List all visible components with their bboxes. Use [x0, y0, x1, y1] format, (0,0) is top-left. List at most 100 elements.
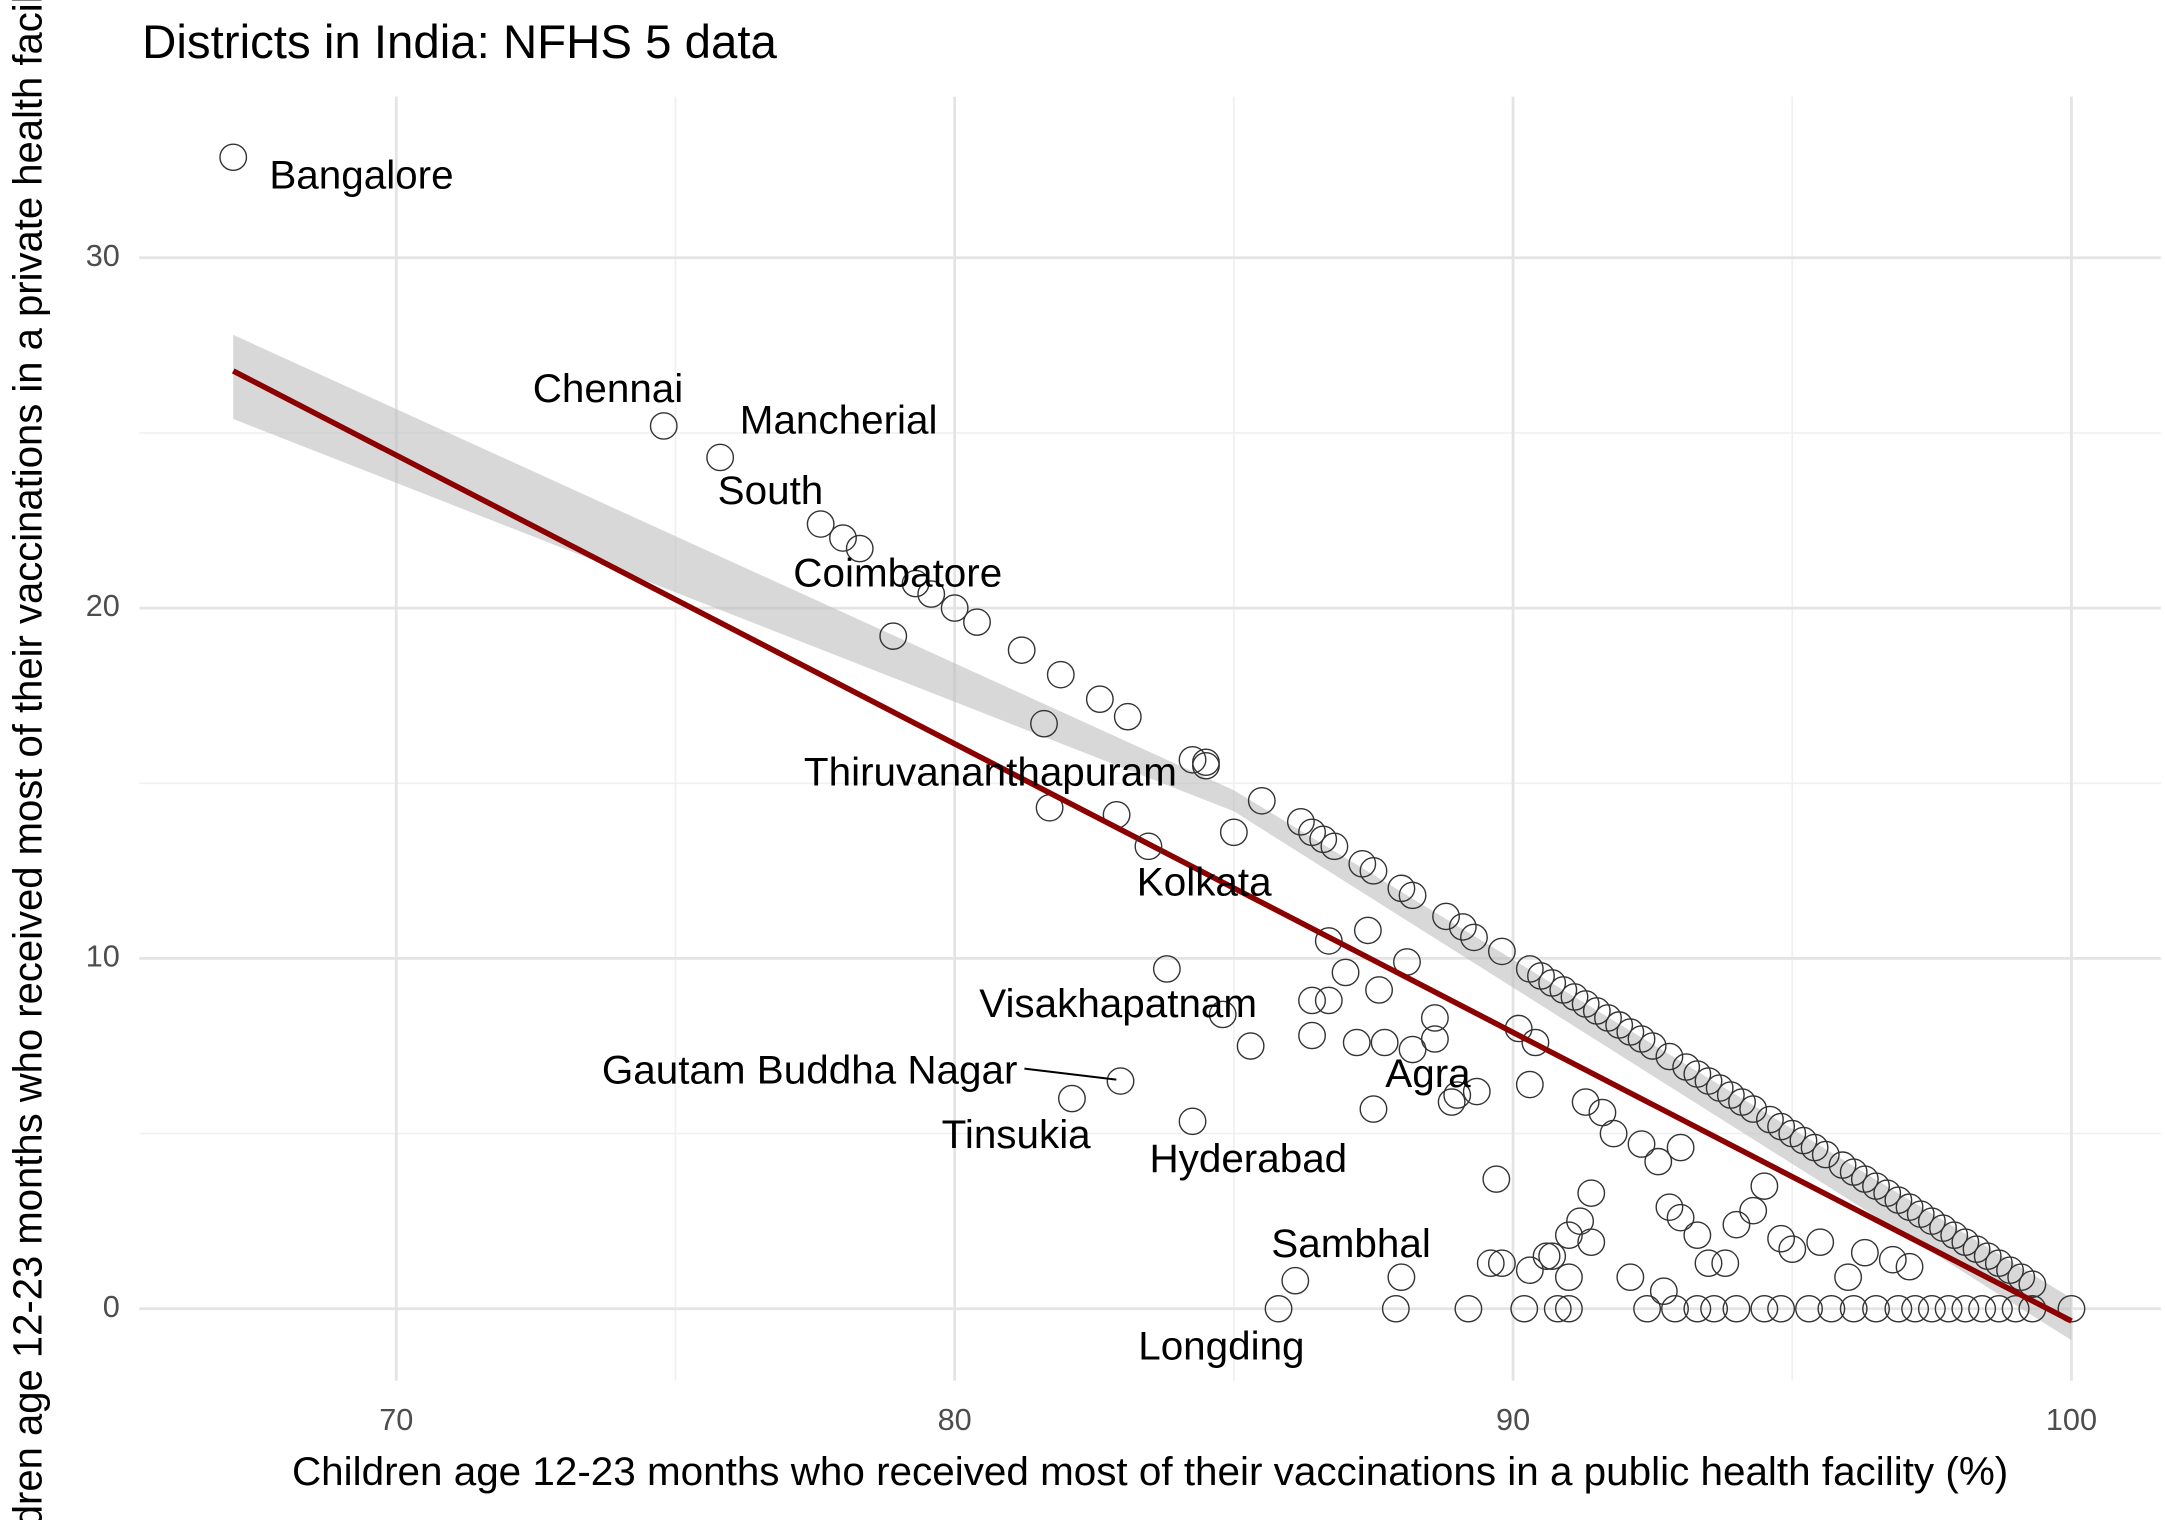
point [1554, 1221, 1583, 1249]
point [1538, 1242, 1567, 1271]
point [1711, 1249, 1740, 1278]
point [1571, 1088, 1600, 1116]
point [1750, 1294, 1779, 1323]
point [1219, 818, 1248, 847]
point [1314, 986, 1343, 1015]
point [1487, 1249, 1516, 1278]
chart-title: Districts in India: NFHS 5 data [142, 15, 777, 68]
point [1007, 636, 1036, 664]
point-label: Mancherial [740, 398, 938, 443]
y-tick-label: 30 [86, 239, 120, 273]
point-label: Visakhapatnam [979, 981, 1257, 1026]
point [1577, 1228, 1606, 1256]
point [1398, 1035, 1427, 1064]
labeled-point [1178, 1107, 1207, 1136]
point [1331, 958, 1360, 987]
point [1767, 1224, 1796, 1253]
point [1342, 1028, 1371, 1057]
plot-area: Bangalore Chennai Mancherial South Coimbator… [219, 143, 2086, 1369]
labeled-point [806, 510, 835, 538]
x-tick-label: 80 [938, 1403, 972, 1437]
point [1934, 1294, 1963, 1323]
point [1030, 709, 1058, 738]
point [1683, 1294, 1712, 1323]
labeled-point [1106, 1067, 1135, 1095]
point-label: Sambhal [1271, 1221, 1431, 1266]
point [1767, 1294, 1796, 1323]
point [1806, 1228, 1835, 1256]
confidence-band [233, 334, 2072, 1341]
point [879, 622, 908, 650]
point [1795, 1294, 1823, 1323]
point [1778, 1235, 1807, 1263]
point [1359, 1095, 1388, 1123]
point-label: Longding [1138, 1324, 1304, 1369]
x-tick-label: 100 [2046, 1403, 2097, 1437]
point [1951, 1294, 1980, 1323]
point [1655, 1042, 1684, 1071]
point [1398, 881, 1427, 910]
point [1370, 1028, 1399, 1057]
labeled-point [706, 443, 735, 472]
point [1649, 1277, 1678, 1306]
point [2057, 1294, 2086, 1323]
labeled-point [1264, 1294, 1293, 1323]
point [1722, 1294, 1751, 1323]
point [1532, 1242, 1561, 1271]
labeled-point [1134, 832, 1163, 861]
point [2001, 1294, 2030, 1323]
point-label: Hyderabad [1149, 1136, 1347, 1181]
point [829, 524, 857, 552]
point [1661, 1294, 1689, 1323]
point [1817, 1294, 1846, 1323]
point [1420, 1025, 1449, 1053]
x-tick-label: 70 [379, 1403, 413, 1437]
point [1878, 1245, 1907, 1274]
point-label: Chennai [533, 366, 684, 411]
point [1633, 1294, 1662, 1323]
point [1739, 1095, 1768, 1123]
point [1543, 1294, 1572, 1323]
point [1638, 1032, 1667, 1060]
point [845, 534, 874, 563]
point [1655, 1193, 1684, 1221]
labeled-point [1208, 1000, 1237, 1029]
point [1432, 902, 1461, 931]
point [1247, 786, 1276, 815]
point [963, 608, 991, 636]
point [1700, 1294, 1729, 1323]
point [1739, 1196, 1768, 1225]
point [1850, 1238, 1879, 1267]
point [940, 594, 969, 622]
point [1968, 1294, 1997, 1323]
point [1381, 1294, 1410, 1323]
point [1515, 1256, 1544, 1285]
labeled-point [219, 143, 248, 172]
point [1286, 807, 1315, 836]
point [1460, 923, 1488, 952]
point [1566, 1207, 1595, 1235]
labeled-point [1281, 1266, 1310, 1295]
point [1487, 937, 1516, 966]
y-axis-title: Children age 12-23 months who received m… [5, 0, 50, 1520]
point [1085, 685, 1114, 713]
point [1683, 1221, 1712, 1249]
x-tick-label: 90 [1496, 1403, 1530, 1437]
point [1298, 986, 1326, 1015]
point [1984, 1294, 2013, 1323]
y-tick-label: 0 [103, 1290, 120, 1324]
point [1359, 857, 1388, 885]
point-label: Tinsukia [942, 1112, 1092, 1157]
labeled-point [1462, 1077, 1491, 1106]
point [1443, 1081, 1472, 1109]
point [1387, 1263, 1416, 1292]
point [1644, 1147, 1673, 1176]
point [1353, 916, 1382, 945]
point [1510, 1294, 1539, 1323]
point [1113, 702, 1142, 731]
point [1298, 1021, 1326, 1050]
point [1365, 976, 1393, 1004]
point [1811, 1140, 1840, 1169]
point [1482, 1165, 1511, 1193]
